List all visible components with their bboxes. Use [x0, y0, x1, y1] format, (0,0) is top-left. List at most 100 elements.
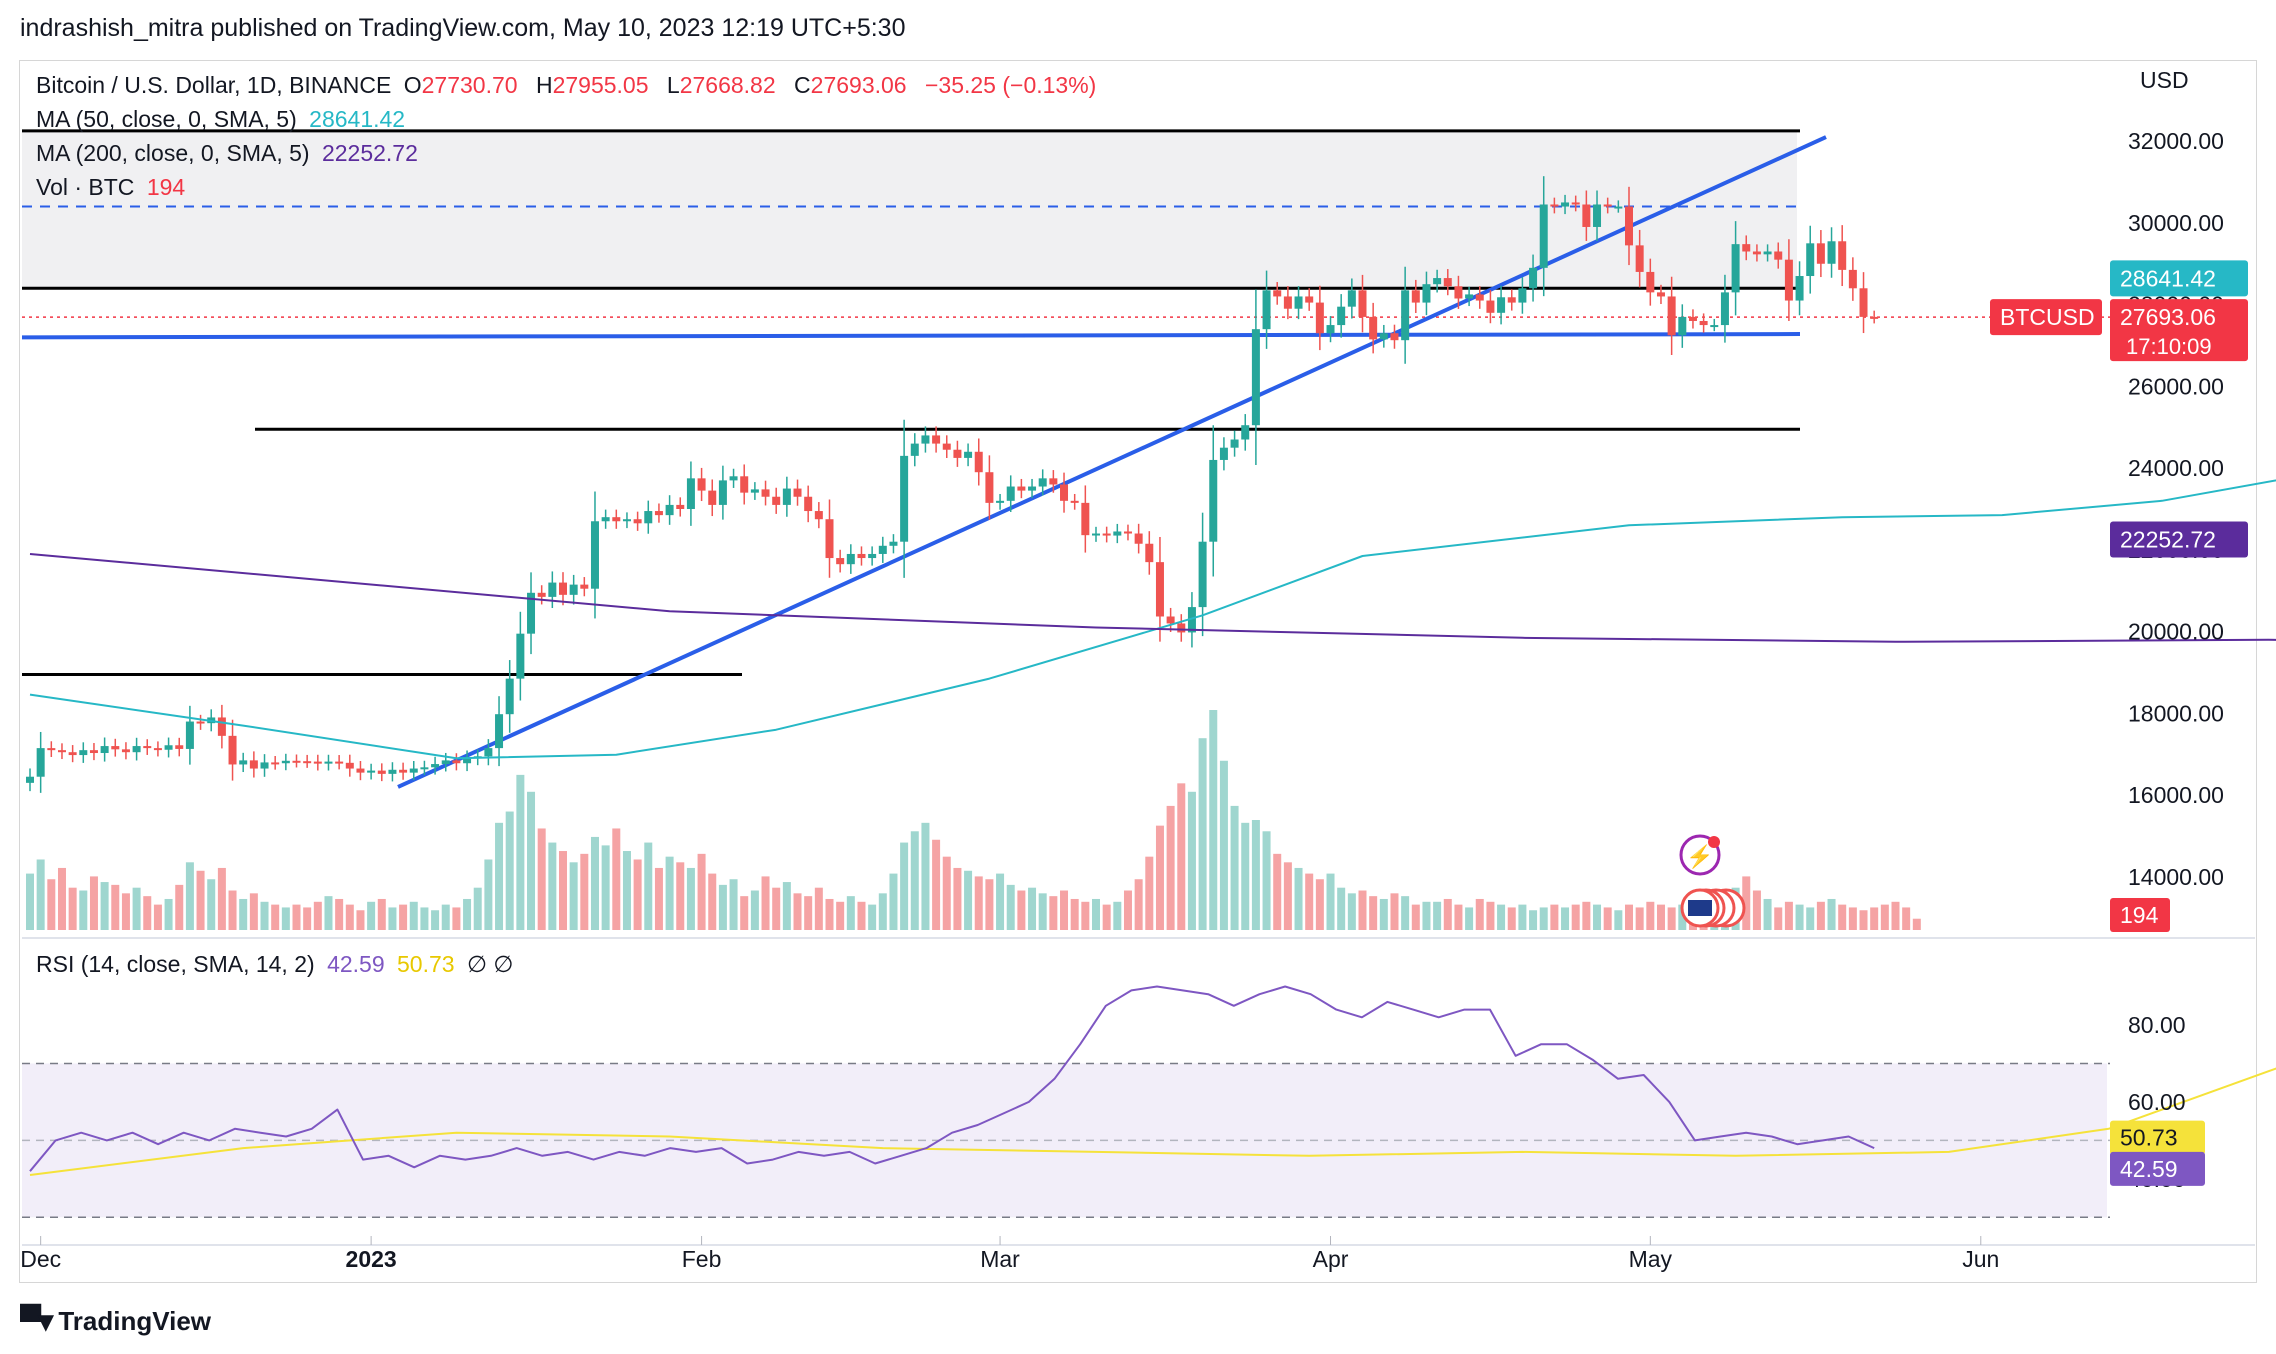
candle-body — [1369, 316, 1378, 340]
volume-bar — [750, 890, 759, 930]
volume-bar — [420, 907, 429, 930]
candle-body — [1763, 251, 1772, 255]
candle-body — [175, 745, 184, 749]
ma50-badge-bg — [2110, 260, 2248, 297]
candle-body — [1582, 204, 1591, 227]
vol-label: Vol · BTC — [36, 174, 135, 200]
volume-bar — [1625, 904, 1633, 930]
volume-bar — [1273, 853, 1282, 930]
volume-bar — [324, 896, 333, 930]
candle-body — [1017, 486, 1026, 491]
candle-body — [516, 633, 525, 679]
volume-bar — [889, 873, 898, 930]
candle-body — [185, 721, 194, 749]
candle-body — [249, 760, 258, 769]
ma200-label: MA (200, close, 0, SMA, 5) — [36, 140, 310, 166]
volume-bar — [1550, 904, 1559, 930]
volume-bar — [836, 901, 845, 930]
volume-bar — [431, 910, 440, 930]
candle-body — [740, 476, 749, 493]
volume-bar — [1081, 901, 1090, 930]
time-tick-label: Mar — [980, 1246, 1020, 1272]
volume-bar — [473, 887, 482, 930]
candle-body — [388, 769, 397, 774]
volume-bar — [878, 893, 887, 930]
volume-bar — [814, 887, 823, 930]
volume-bar — [345, 904, 354, 930]
time-tick-label: Jun — [1962, 1246, 1999, 1272]
volume-bar — [132, 887, 141, 930]
low-label: L — [666, 72, 680, 98]
candle-body — [1635, 245, 1644, 272]
candle-body — [1273, 290, 1282, 297]
candle-body — [900, 455, 909, 542]
low-value: 27668.82 — [679, 72, 776, 98]
volume-bar — [857, 901, 866, 930]
currency-label: USD — [2140, 67, 2189, 93]
candle-body — [1123, 531, 1132, 534]
volume-bar — [1603, 907, 1612, 930]
volume-bar — [1646, 901, 1655, 930]
notification-dot-icon — [1708, 836, 1720, 848]
candle-body — [793, 488, 802, 497]
volume-bar — [111, 884, 120, 930]
volume-bar — [1155, 825, 1164, 930]
volume-bar — [1262, 831, 1271, 930]
change-value: −35.25 (−0.13%) — [924, 72, 1097, 98]
price-tick-label: 18000.00 — [2128, 700, 2224, 726]
volume-bar — [1017, 890, 1026, 930]
brand-name: TradingView — [58, 1306, 212, 1336]
candle-body — [718, 480, 727, 505]
volume-bar — [1742, 876, 1751, 930]
volume-bar — [1166, 805, 1175, 930]
volume-bar — [1113, 901, 1122, 930]
volume-bar — [996, 873, 1005, 930]
volume-bar — [1390, 893, 1399, 930]
volume-bar — [313, 901, 322, 930]
candle-body — [1401, 290, 1410, 341]
candle-body — [356, 768, 365, 773]
candle-body — [665, 504, 674, 516]
volume-bar — [697, 853, 706, 930]
tradingview-logo[interactable]: ▀▾ TradingView — [20, 1304, 211, 1339]
close-value: 27693.06 — [810, 72, 907, 98]
volume-bar — [484, 859, 493, 930]
candle-body — [1251, 329, 1260, 426]
candle-body — [569, 584, 578, 595]
candle-body — [1710, 325, 1719, 328]
candle-body — [1838, 241, 1847, 270]
candle-body — [463, 758, 472, 764]
candle-body — [324, 761, 333, 764]
volume-bar — [1401, 896, 1410, 930]
volume-bar — [1123, 890, 1132, 930]
volume-bar — [1219, 760, 1228, 930]
volume-bar — [1028, 887, 1037, 930]
candle-body — [953, 449, 962, 458]
volume-bar — [846, 896, 855, 930]
candle-body — [164, 745, 173, 750]
volume-bar — [68, 887, 77, 930]
candle-body — [996, 500, 1005, 503]
volume-bar — [377, 898, 386, 930]
candle-body — [857, 553, 866, 559]
candle-body — [601, 517, 610, 522]
candle-body — [1102, 533, 1111, 536]
volume-bar — [292, 904, 301, 930]
volume-bar — [1422, 901, 1431, 930]
volume-bar — [1049, 896, 1058, 930]
candle-body — [281, 760, 290, 764]
volume-bar — [729, 879, 738, 930]
candle-body — [1870, 316, 1879, 319]
candle-body — [825, 519, 834, 559]
candle-body — [303, 761, 312, 764]
candle-body — [132, 746, 141, 753]
candle-body — [47, 748, 56, 751]
candle-body — [1848, 269, 1857, 289]
volume-bar — [985, 879, 994, 930]
candle-body — [36, 748, 45, 777]
volume-badge-bg — [2110, 898, 2170, 932]
volume-bar — [761, 876, 770, 930]
volume-bar — [932, 839, 941, 930]
candle-body — [676, 504, 685, 509]
